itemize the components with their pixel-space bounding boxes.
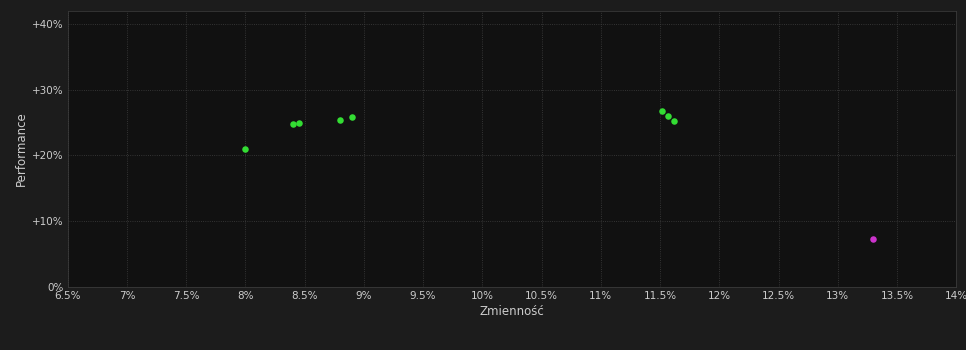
X-axis label: Zmienność: Zmienność (479, 305, 545, 318)
Point (661, 114, 676, 119)
Point (285, 121, 300, 127)
Point (866, 236, 881, 242)
Point (291, 120, 306, 126)
Point (238, 147, 253, 152)
Y-axis label: Performance: Performance (14, 111, 28, 186)
Point (332, 118, 348, 123)
Point (344, 114, 359, 120)
Point (655, 108, 670, 114)
Point (667, 118, 682, 124)
